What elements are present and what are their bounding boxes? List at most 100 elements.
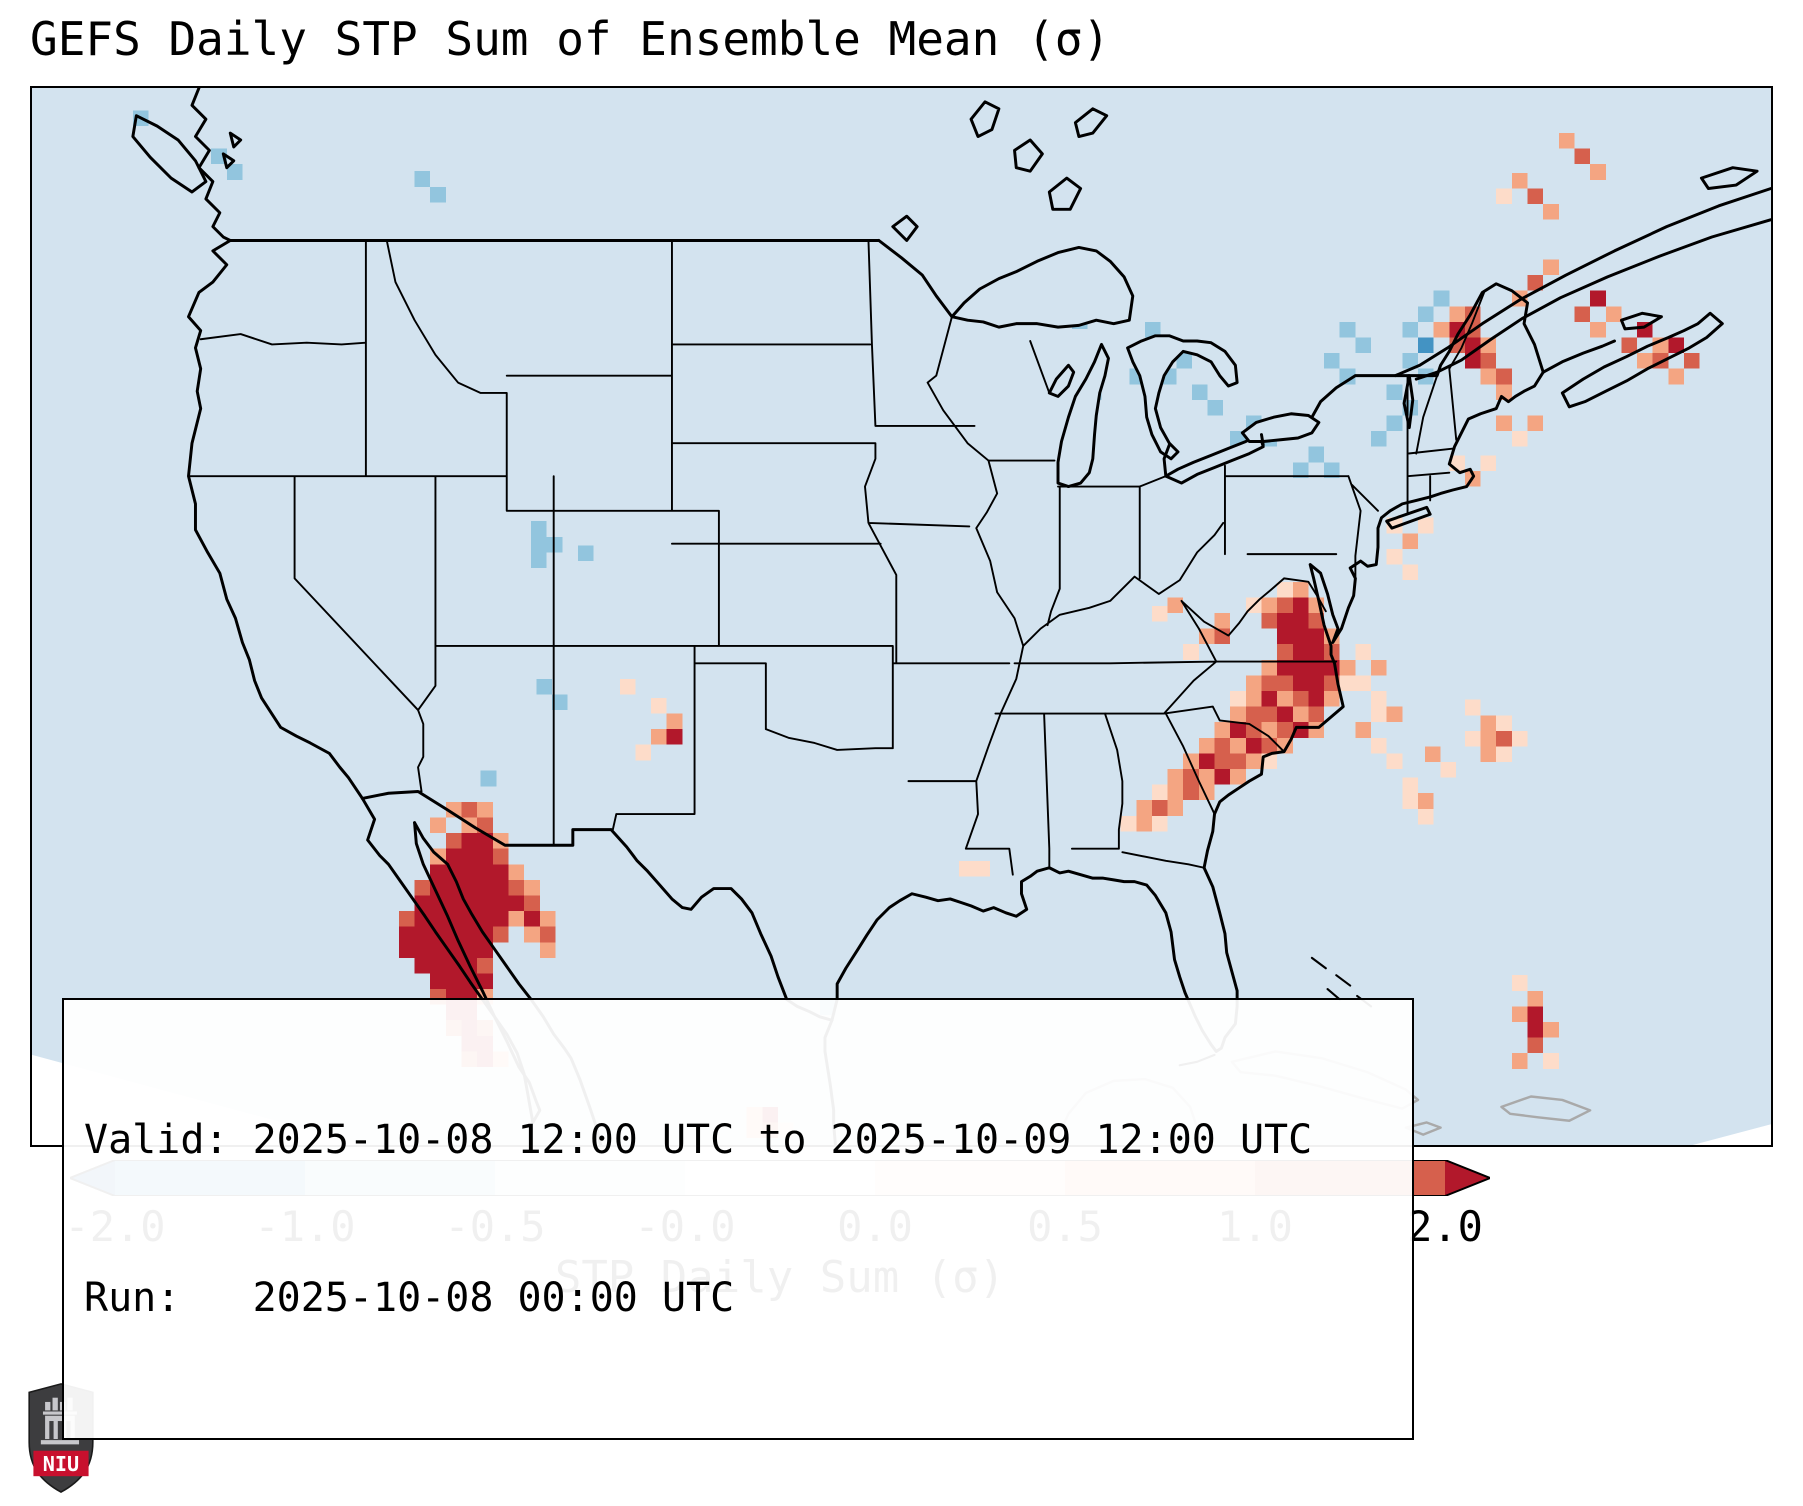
grid-cell	[1417, 793, 1434, 809]
grid-cell	[1527, 275, 1544, 291]
grid-cell	[1261, 613, 1278, 629]
grid-cell	[445, 895, 462, 912]
grid-cell	[1402, 533, 1418, 549]
grid-cell	[1605, 306, 1622, 322]
grid-cell	[1214, 737, 1231, 754]
grid-cell	[1511, 730, 1528, 747]
lake-superior	[950, 245, 1135, 329]
grid-cell	[477, 895, 493, 912]
grid-cell	[1292, 581, 1309, 598]
grid-cell	[1308, 446, 1325, 463]
grid-cell	[1621, 337, 1638, 354]
grid-cell	[1496, 415, 1512, 432]
grid-cell	[398, 911, 415, 927]
grid-cell	[508, 895, 525, 912]
grid-cell	[1464, 699, 1481, 716]
st-lawrence	[1393, 187, 1771, 381]
grid-cell	[492, 864, 509, 880]
grid-cell	[539, 911, 556, 927]
grid-cell	[1308, 691, 1325, 707]
nova-scotia	[1560, 311, 1724, 409]
grid-cell	[531, 536, 547, 553]
grid-cell	[1214, 722, 1231, 738]
vancouver-island	[131, 114, 243, 194]
grid-cell	[1120, 815, 1137, 832]
grid-cell	[1424, 746, 1441, 763]
grid-cell	[1433, 321, 1450, 338]
grid-cell	[1214, 628, 1231, 645]
grid-cell	[1480, 746, 1497, 763]
grid-cell	[1230, 753, 1246, 769]
grid-cell	[1449, 306, 1465, 322]
grid-cell	[430, 911, 446, 927]
grid-cell	[1136, 815, 1152, 832]
grid-cell	[1292, 644, 1309, 660]
lake-champlain	[1402, 374, 1415, 430]
figure-title: GEFS Daily STP Sum of Ensemble Mean (σ)	[30, 12, 1111, 66]
grid-cell	[1496, 368, 1512, 385]
valid-time-text: Valid: 2025-10-08 12:00 UTC to 2025-10-0…	[84, 1116, 1313, 1163]
grid-cell	[1324, 462, 1340, 478]
grid-cell	[1277, 581, 1293, 598]
grid-cell	[1684, 353, 1700, 369]
grid-cell	[1480, 715, 1497, 731]
grid-cell	[1527, 1006, 1544, 1022]
grid-cell	[1543, 259, 1559, 276]
grid-cell	[1144, 321, 1161, 338]
maine-border	[1310, 282, 1545, 419]
grid-cell	[1151, 784, 1168, 801]
grid-cell	[1214, 753, 1231, 769]
grid-cell	[1371, 691, 1387, 707]
grid-cell	[414, 911, 431, 927]
grid-cell	[477, 864, 493, 880]
grid-cell	[430, 864, 446, 880]
grid-cell	[445, 801, 462, 818]
run-time-text: Run: 2025-10-08 00:00 UTC	[84, 1274, 735, 1321]
detroit-niagara-connectors	[1162, 433, 1265, 478]
grid-cell	[1245, 753, 1262, 769]
grid-cell	[1277, 597, 1293, 614]
grid-cell	[1355, 644, 1372, 660]
grid-cell	[1230, 768, 1246, 785]
map-panel: Valid: 2025-10-08 12:00 UTC to 2025-10-0…	[30, 86, 1773, 1441]
grid-cell	[1590, 321, 1606, 338]
long-island	[1385, 505, 1432, 530]
grid-cell	[461, 833, 478, 849]
grid-cell	[1417, 808, 1434, 825]
grid-cell	[1245, 722, 1262, 738]
grid-cell	[1308, 628, 1325, 645]
us-map	[32, 88, 1771, 1145]
grid-cell	[1558, 133, 1575, 149]
grid-cell	[477, 848, 493, 865]
grid-cell	[1308, 675, 1325, 692]
grid-cell	[635, 744, 652, 761]
grid-cell	[1292, 706, 1309, 723]
heatmap-cells	[132, 110, 1700, 1139]
grid-cell	[1198, 737, 1215, 754]
grid-cell	[461, 801, 478, 818]
grid-cell	[1371, 659, 1387, 676]
grid-cell	[958, 860, 975, 877]
pacific-coast	[187, 88, 364, 800]
grid-cell	[226, 164, 243, 180]
grid-cell	[461, 848, 478, 865]
grid-cell	[430, 973, 446, 990]
grid-cell	[508, 879, 525, 896]
grid-cell	[1464, 353, 1481, 369]
grid-cell	[1511, 1053, 1528, 1069]
grid-cell	[1402, 353, 1418, 369]
grid-cell	[1355, 337, 1372, 354]
grid-cell	[1207, 399, 1224, 416]
grid-cell	[524, 895, 540, 912]
grid-cell	[461, 879, 478, 896]
grid-cell	[1496, 188, 1512, 205]
grid-cell	[1245, 675, 1262, 692]
grid-cell	[1261, 675, 1278, 692]
grid-cell	[1292, 691, 1309, 707]
grid-cell	[445, 833, 462, 849]
colorbar-tick: 2.0	[1407, 1202, 1483, 1251]
grid-cell	[1574, 306, 1591, 322]
grid-cell	[1496, 730, 1512, 747]
grid-cell	[1277, 675, 1293, 692]
state-boundaries	[187, 239, 1486, 876]
